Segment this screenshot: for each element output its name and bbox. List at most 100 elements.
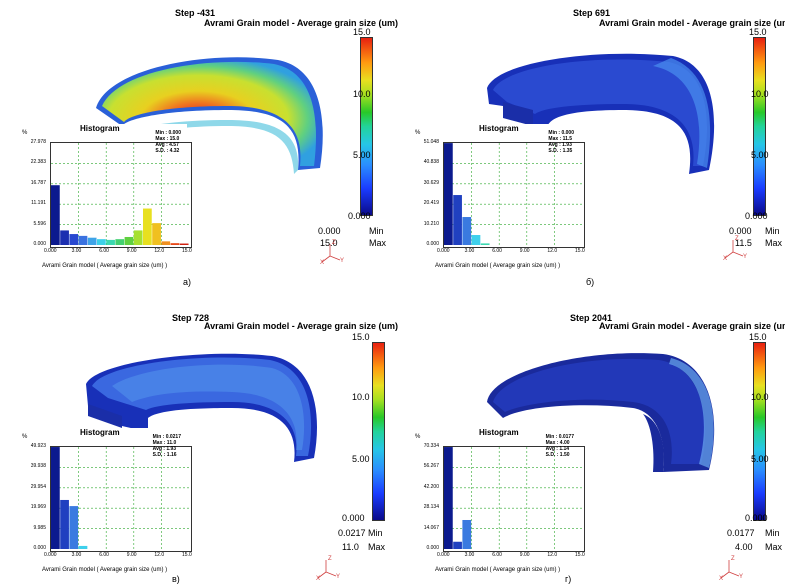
color-scale-bar (372, 342, 385, 521)
histogram-svg (444, 143, 582, 245)
histogram-x-tick-label: 9.00 (126, 552, 137, 558)
histogram-bar (69, 506, 79, 549)
stat-max: Max : 4.00 (545, 440, 570, 446)
histogram-bar (78, 545, 88, 549)
histogram-x-tick-label: 3.00 (71, 248, 82, 254)
histogram-x-tick-label: 12.0 (547, 248, 558, 254)
step-label: Step 728 (172, 313, 210, 323)
histogram-y-tick-label: 9.985 (33, 524, 46, 531)
min-value: 0.000 (729, 226, 752, 236)
histogram-bar (453, 195, 462, 245)
max-value: 11.0 (342, 542, 359, 552)
histogram-x-tick-label: 15.0 (182, 248, 192, 254)
histogram-panel: Histogram % Min : 0.0217 Max : 11.0 Avg … (10, 428, 192, 573)
histogram-x-tick-label: 3.00 (464, 552, 475, 558)
histogram-bar (152, 223, 161, 245)
scale-tick: 10.0 (751, 89, 769, 99)
histogram-x-axis-label: Avrami Grain model ( Average grain size … (42, 567, 168, 573)
histogram-bar (444, 143, 453, 245)
histogram-stats: Min : 0.000 Max : 11.5 Avg : 1.93 S.D. :… (548, 130, 574, 154)
stat-sd: S.D. : 1.35 (548, 148, 573, 154)
histogram-panel: Histogram % Min : 0.000 Max : 11.5 Avg :… (403, 124, 585, 269)
histogram-y-tick-label: 22.383 (30, 159, 46, 166)
histogram-stats: Min : 0.0177 Max : 4.00 Avg : 1.14 S.D. … (546, 434, 574, 458)
stat-sd: S.D. : 1.50 (545, 452, 570, 458)
histogram-stats: Min : 0.0217 Max : 11.0 Avg : 1.93 S.D. … (153, 434, 181, 458)
axis-y-label: Y (743, 254, 748, 260)
histogram-stats: Min : 0.000 Max : 15.0 Avg : 4.57 S.D. :… (155, 130, 181, 154)
histogram-x-axis-label: Avrami Grain model ( Average grain size … (435, 567, 561, 573)
histogram-y-tick-label: 40.838 (423, 159, 439, 166)
axis-y-label: Y (739, 574, 744, 580)
stat-max: Max : 11.0 (152, 440, 177, 446)
model-title: Avrami Grain model - Average grain size … (599, 321, 785, 331)
axes-triad-icon: Z X Y (723, 236, 749, 262)
color-scale-bar (753, 37, 766, 216)
histogram-bar (97, 239, 106, 245)
step-label: Step -431 (175, 8, 216, 18)
histogram-y-tick-label: 16.787 (30, 179, 46, 186)
histogram-y-tick-label: 42.200 (423, 483, 439, 490)
histogram-bar (444, 447, 453, 549)
histogram-x-tick-label: 3.00 (71, 552, 82, 558)
histogram-y-tick-label: 19.969 (30, 504, 46, 511)
model-title: Avrami Grain model - Average grain size … (204, 321, 399, 331)
histogram-y-tick-label: 49.923 (30, 443, 46, 449)
stat-sd: S.D. : 4.32 (155, 148, 180, 154)
histogram-x-tick-label: 12.0 (154, 552, 165, 558)
percent-label: % (22, 434, 28, 440)
histogram-x-tick-label: 12.0 (154, 248, 165, 254)
histogram-title: Histogram (479, 124, 519, 133)
histogram-x-tick-label: 6.00 (492, 552, 502, 558)
color-scale-bar (753, 342, 766, 521)
histogram-x-tick-label: 9.00 (126, 248, 137, 254)
histogram-y-tick-label: 0.000 (426, 545, 439, 551)
histogram-bar (462, 519, 472, 549)
min-value: 0.0217 (338, 528, 366, 538)
min-label: Min (368, 528, 383, 538)
scale-tick: 0.000 (342, 513, 365, 523)
model-title: Avrami Grain model - Average grain size … (599, 18, 785, 28)
histogram-bar (60, 499, 69, 549)
max-value: 11.5 (735, 238, 752, 248)
histogram-x-tick-label: 6.00 (492, 248, 502, 254)
scale-tick: 5.00 (353, 150, 371, 160)
axes-triad-icon: Z X Y (316, 556, 342, 582)
scale-tick: 10.0 (352, 392, 370, 402)
step-label: Step 691 (573, 8, 611, 18)
axis-y-label: Y (336, 574, 341, 580)
histogram-y-tick-label: 20.419 (423, 200, 439, 207)
histogram-y-tick-label: 70.334 (423, 443, 439, 449)
stat-max: Max : 15.0 (155, 136, 180, 142)
percent-label: % (415, 434, 421, 440)
scale-tick: 0.000 (745, 513, 768, 523)
stat-avg: Avg : 1.93 (152, 446, 177, 452)
percent-label: % (22, 130, 28, 136)
histogram-title: Histogram (80, 124, 120, 133)
histogram-x-tick-label: 6.00 (99, 552, 109, 558)
histogram-y-tick-label: 51.048 (423, 139, 439, 145)
axis-x-label: X (723, 256, 728, 262)
grain-model-render (487, 353, 715, 472)
scale-max-label: 15.0 (352, 332, 370, 342)
histogram-y-tick-label: 11.191 (31, 200, 46, 207)
histogram-y-tick-label: 29.954 (30, 483, 46, 490)
max-label: Max (368, 542, 386, 552)
histogram-bar (69, 234, 79, 245)
histogram-x-tick-label: 0.000 (437, 248, 450, 254)
scale-tick: 5.00 (352, 454, 370, 464)
histogram-plot (443, 446, 585, 552)
stat-sd: S.D. : 1.16 (152, 452, 177, 458)
histogram-bar (471, 235, 481, 245)
panel-caption: б) (586, 277, 595, 287)
scale-tick: 0.000 (745, 211, 768, 221)
max-value: 4.00 (735, 542, 753, 552)
scale-max-label: 15.0 (749, 27, 767, 37)
percent-label: % (415, 130, 421, 136)
histogram-bar (462, 217, 472, 245)
histogram-x-tick-label: 9.00 (519, 552, 530, 558)
histogram-x-tick-label: 15.0 (575, 248, 585, 254)
histogram-bar (124, 236, 134, 245)
histogram-bar (60, 230, 69, 245)
histogram-y-tick-label: 0.000 (426, 241, 439, 247)
